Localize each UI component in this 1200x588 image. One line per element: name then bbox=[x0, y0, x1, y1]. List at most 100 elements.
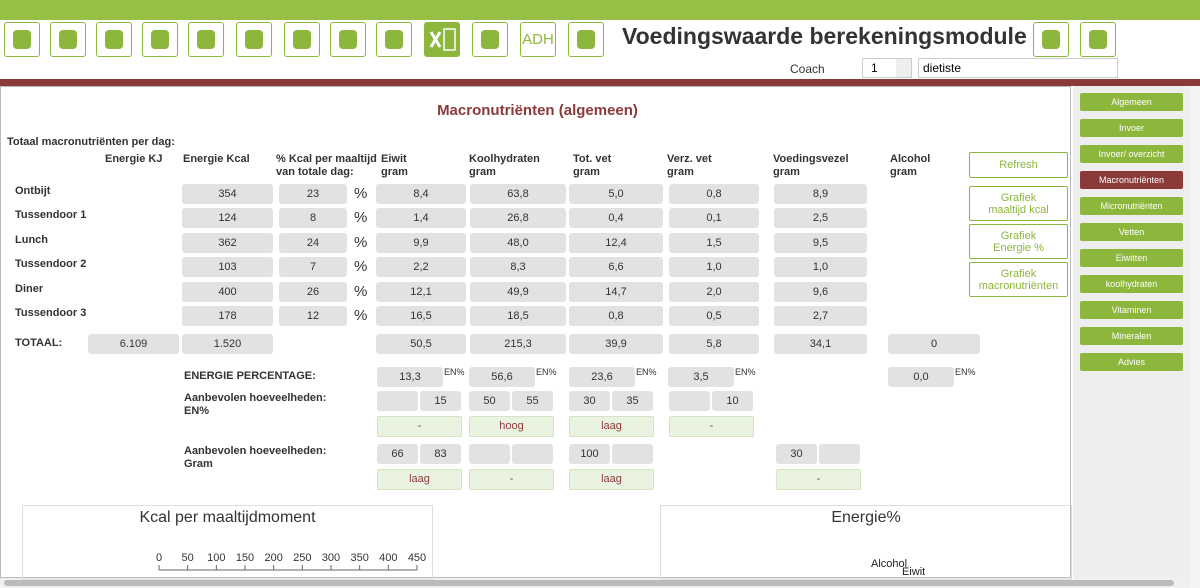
value-cell: 0,1 bbox=[669, 208, 759, 228]
row-label: Aanbevolen hoeveelheden: bbox=[184, 445, 327, 457]
toolbar-icon[interactable] bbox=[376, 22, 412, 57]
nav-item[interactable]: Advies bbox=[1080, 353, 1183, 371]
button-label: Grafiek bbox=[1000, 267, 1037, 280]
toolbar-icon[interactable] bbox=[1080, 22, 1116, 57]
toolbar-icon[interactable] bbox=[568, 22, 604, 57]
nav-item[interactable]: koolhydraten bbox=[1080, 275, 1183, 293]
value-cell: 50,5 bbox=[376, 334, 466, 354]
value-cell: 8,3 bbox=[470, 257, 566, 277]
column-header: Tot. vet bbox=[573, 153, 612, 165]
nav-item[interactable]: Invoer bbox=[1080, 119, 1183, 137]
column-header: gram bbox=[773, 166, 800, 178]
unit: EN% bbox=[955, 367, 976, 377]
column-header: % Kcal per maaltijd bbox=[276, 153, 377, 165]
value-cell: 12 bbox=[279, 306, 347, 326]
toolbar-icon[interactable] bbox=[424, 22, 460, 57]
chart-box bbox=[22, 505, 433, 580]
button-label: Grafiek bbox=[1000, 229, 1037, 242]
button[interactable]: Grafiek maaltijd kcal bbox=[969, 186, 1068, 221]
value-cell: 18,5 bbox=[470, 306, 566, 326]
toolbar-icon[interactable] bbox=[236, 22, 272, 57]
percent-sign: % bbox=[354, 283, 368, 300]
column-header: Voedingsvezel bbox=[773, 153, 849, 165]
row-label: Ontbijt bbox=[15, 185, 51, 197]
nav-item[interactable]: Invoer/ overzicht bbox=[1080, 145, 1183, 163]
value-cell: 14,7 bbox=[569, 282, 663, 302]
percent-sign: % bbox=[354, 307, 368, 324]
x-tick-label: 200 bbox=[264, 552, 282, 564]
value-cell: 55 bbox=[512, 391, 553, 411]
x-tick-label: 0 bbox=[156, 552, 162, 564]
button[interactable]: Grafiek macronutriënten bbox=[969, 262, 1068, 297]
scrollbar-v[interactable] bbox=[1190, 86, 1200, 588]
value-cell: 30 bbox=[776, 444, 817, 464]
divider bbox=[0, 79, 1200, 86]
value-cell: 1.520 bbox=[182, 334, 273, 354]
value-cell: 0 bbox=[888, 334, 980, 354]
value-cell: 56,6 bbox=[469, 367, 535, 387]
value-cell: 0,8 bbox=[569, 306, 663, 326]
value-cell: 400 bbox=[182, 282, 273, 302]
toolbar-icon[interactable]: ADH bbox=[520, 22, 556, 57]
percent-sign: % bbox=[354, 185, 368, 202]
top-bar bbox=[0, 0, 1200, 20]
button[interactable]: Grafiek Energie % bbox=[969, 224, 1068, 259]
value-cell: 12,4 bbox=[569, 233, 663, 253]
row-label: ENERGIE PERCENTAGE: bbox=[184, 370, 316, 382]
toolbar-icon[interactable] bbox=[96, 22, 132, 57]
button-label: Refresh bbox=[999, 159, 1038, 171]
toolbar-icon[interactable] bbox=[188, 22, 224, 57]
x-tick-label: 300 bbox=[322, 552, 340, 564]
percent-sign: % bbox=[354, 234, 368, 251]
toolbar-icon[interactable] bbox=[142, 22, 178, 57]
scrollbar-h[interactable] bbox=[0, 578, 1190, 588]
value-cell: 0,5 bbox=[669, 306, 759, 326]
toolbar-icon[interactable] bbox=[4, 22, 40, 57]
pie-label: Alcohol bbox=[871, 558, 908, 570]
unit: EN% bbox=[735, 367, 756, 377]
toolbar-icon[interactable] bbox=[472, 22, 508, 57]
value-cell: 63,8 bbox=[470, 184, 566, 204]
column-header: gram bbox=[469, 166, 496, 178]
value-cell: 0,8 bbox=[669, 184, 759, 204]
nav-item[interactable]: Algemeen bbox=[1080, 93, 1183, 111]
value-cell: 23,6 bbox=[569, 367, 635, 387]
value-cell: 124 bbox=[182, 208, 273, 228]
nav-item[interactable]: Vitaminen bbox=[1080, 301, 1183, 319]
value-cell: 1,4 bbox=[376, 208, 466, 228]
value-cell: 1,0 bbox=[774, 257, 867, 277]
value-cell bbox=[819, 444, 860, 464]
value-cell: 16,5 bbox=[376, 306, 466, 326]
column-header: Energie Kcal bbox=[183, 153, 250, 165]
toolbar-icon[interactable] bbox=[50, 22, 86, 57]
value-cell: 100 bbox=[569, 444, 610, 464]
button-label: maaltijd kcal bbox=[988, 203, 1049, 216]
nav-item[interactable]: Micronutriënten bbox=[1080, 197, 1183, 215]
button[interactable]: Refresh bbox=[969, 152, 1068, 178]
value-cell: 2,5 bbox=[774, 208, 867, 228]
toolbar-icon[interactable] bbox=[284, 22, 320, 57]
nav-item[interactable]: Macronutriënten bbox=[1080, 171, 1183, 189]
row-label: TOTAAL: bbox=[15, 337, 63, 349]
value-cell: 8,9 bbox=[774, 184, 867, 204]
unit: EN% bbox=[636, 367, 657, 377]
coach-select[interactable]: 1 bbox=[862, 58, 912, 78]
chart-box bbox=[660, 505, 1072, 580]
row-label: Tussendoor 2 bbox=[15, 258, 87, 270]
nav-item[interactable]: Vetten bbox=[1080, 223, 1183, 241]
nav-item[interactable]: Eiwitten bbox=[1080, 249, 1183, 267]
toolbar-icon[interactable] bbox=[1033, 22, 1069, 57]
button-label: Energie % bbox=[993, 241, 1044, 254]
row-label: Lunch bbox=[15, 234, 48, 246]
value-cell: 39,9 bbox=[569, 334, 663, 354]
main-panel bbox=[0, 86, 1071, 578]
user-input[interactable]: dietiste bbox=[918, 58, 1118, 78]
value-cell: 362 bbox=[182, 233, 273, 253]
status-cell: - bbox=[776, 469, 861, 490]
toolbar-icon[interactable] bbox=[330, 22, 366, 57]
nav-item[interactable]: Mineralen bbox=[1080, 327, 1183, 345]
percent-sign: % bbox=[354, 258, 368, 275]
column-header: van totale dag: bbox=[276, 166, 354, 178]
value-cell: 2,7 bbox=[774, 306, 867, 326]
value-cell: 1,5 bbox=[669, 233, 759, 253]
